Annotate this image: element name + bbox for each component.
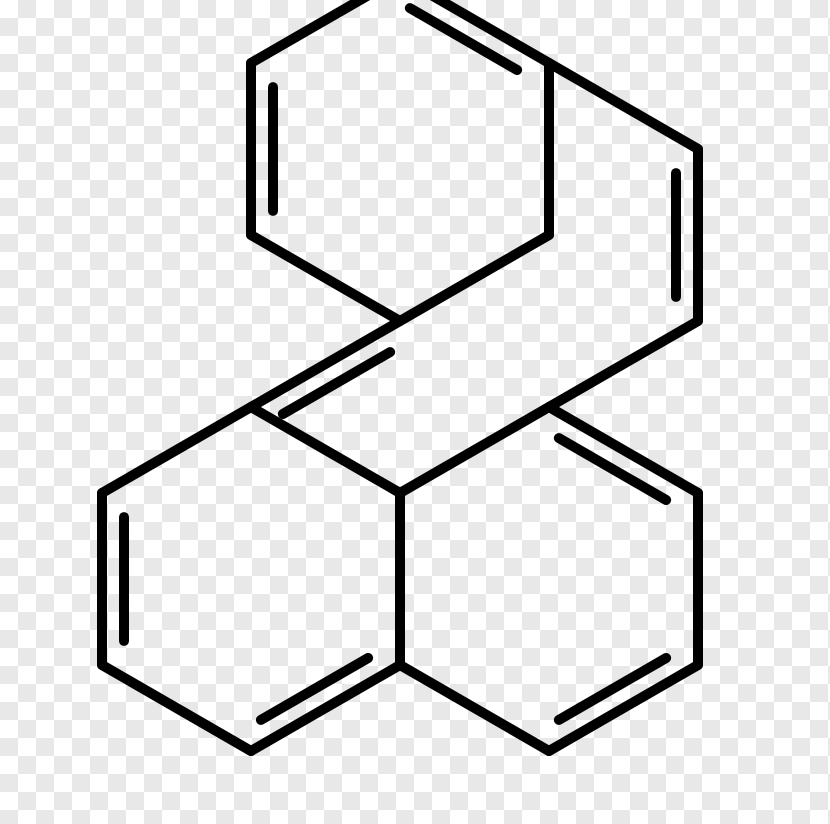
pyrene-structure <box>0 0 830 824</box>
